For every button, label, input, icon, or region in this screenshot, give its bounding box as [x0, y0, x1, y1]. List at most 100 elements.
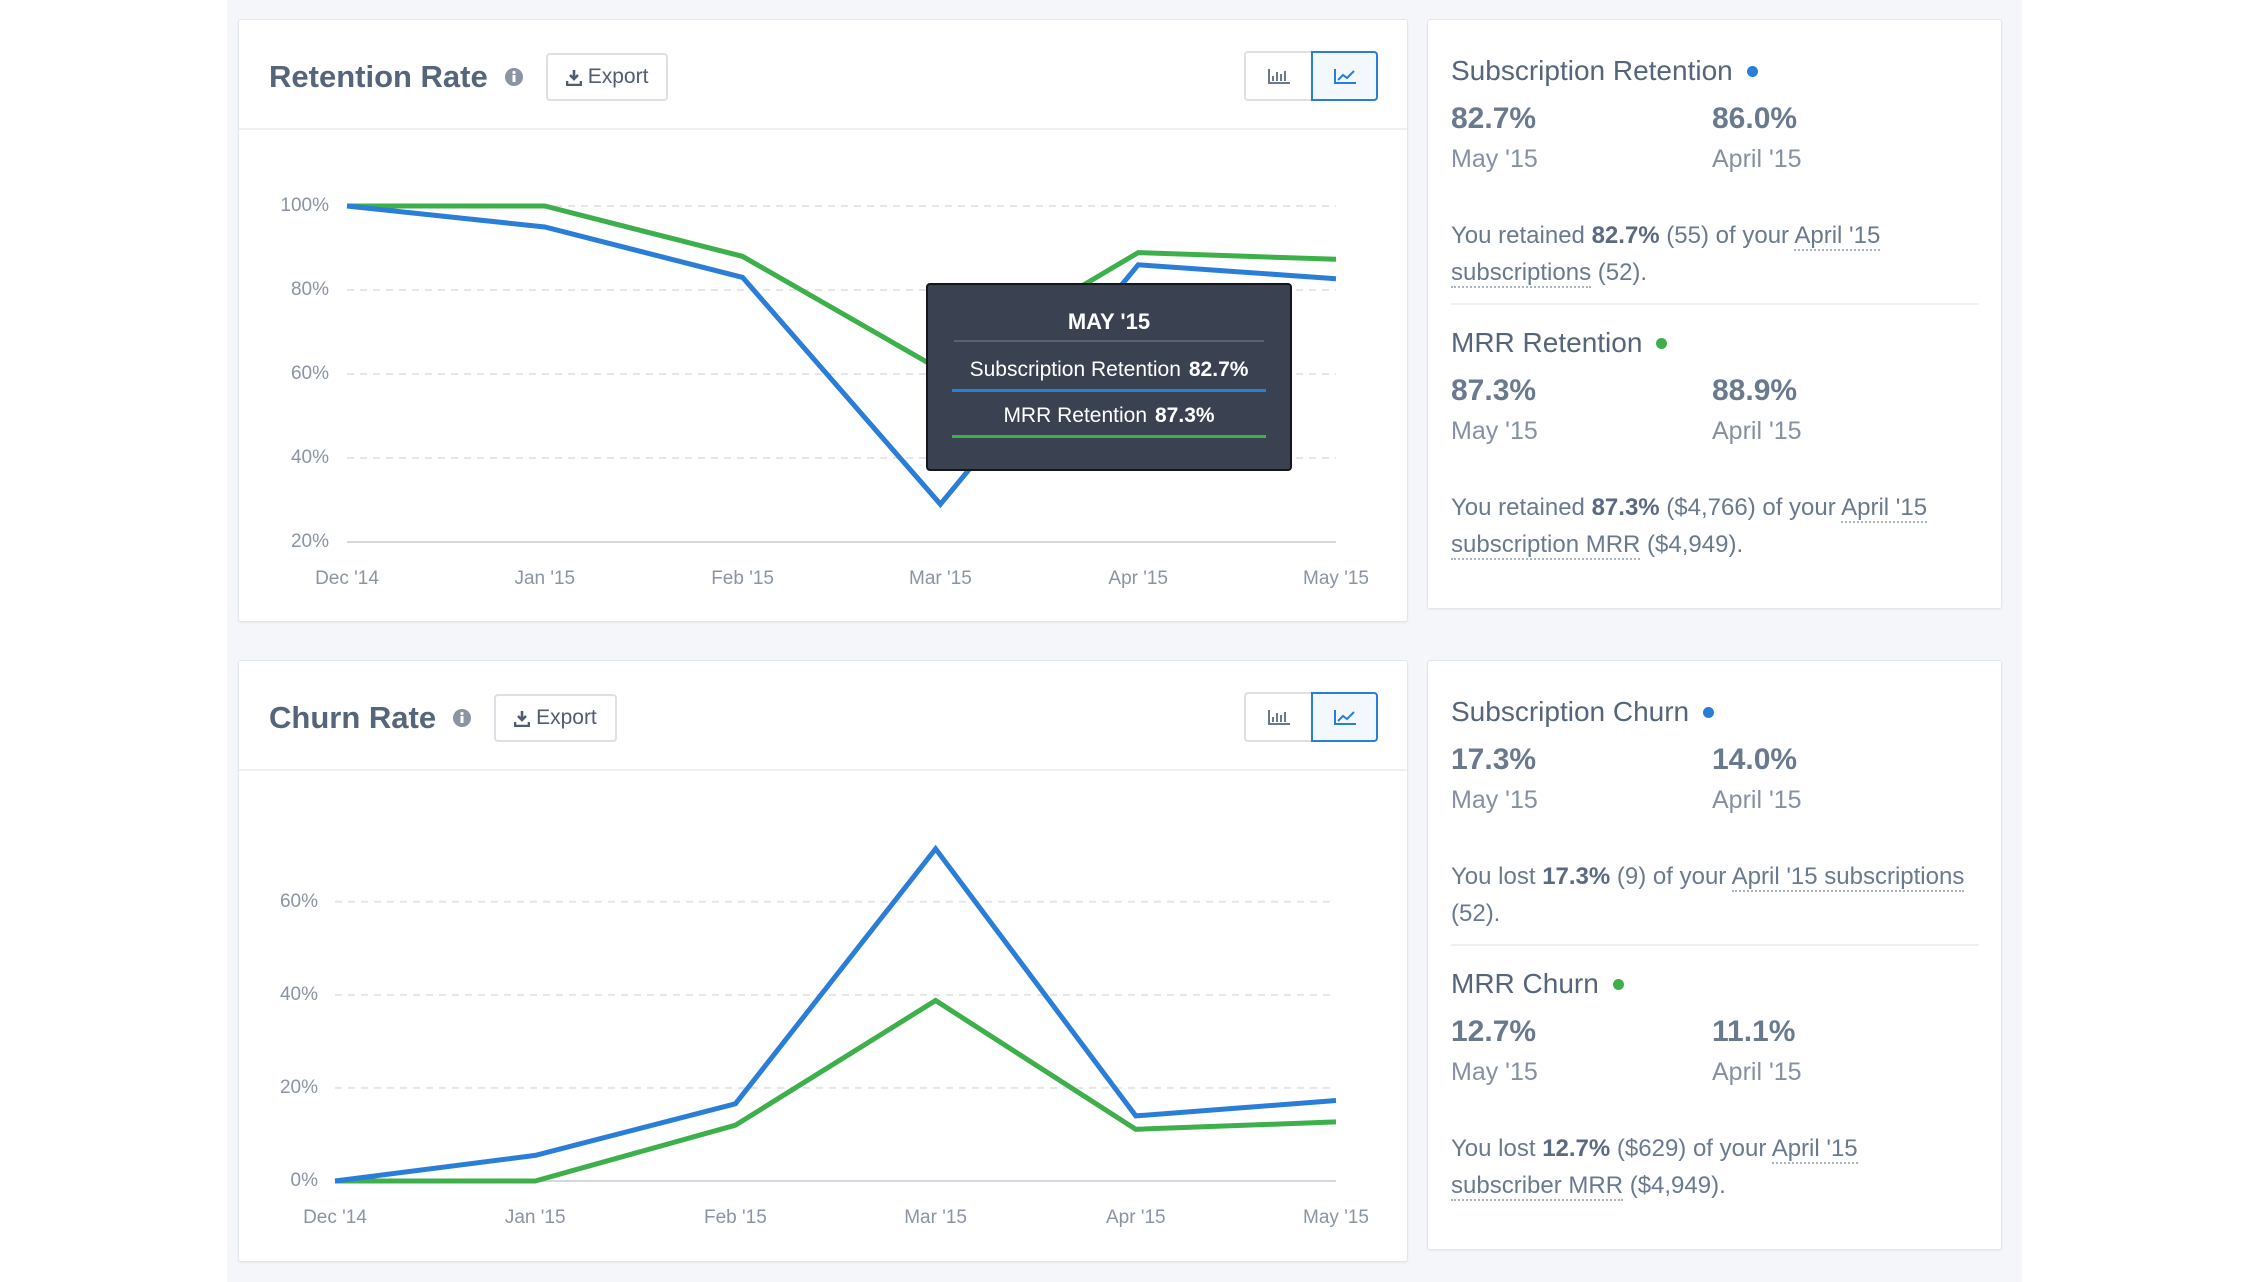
button-label: Export: [536, 706, 597, 729]
stat-period: April '15: [1712, 417, 1802, 445]
x-tick-label: Apr '15: [1106, 1207, 1166, 1228]
link: April '15 subscription MRR: [1451, 494, 1928, 560]
chart-title: Retention Rate: [269, 59, 488, 94]
text: 87.3%: [1591, 494, 1660, 521]
chart: 20% 40% 60% 80% 100% Dec '14 Jan '15 Feb '15 Mar…: [280, 195, 1369, 589]
text: (9) of your: [1610, 863, 1732, 890]
series-line: [334, 844, 1337, 1184]
tooltip-row: Subscription Retention 82.7%: [952, 358, 1266, 382]
x-tick-label: Mar '15: [909, 568, 972, 589]
view-toggle: [1244, 692, 1378, 742]
tooltip-swatch: [952, 435, 1266, 438]
stat-value: 82.7%: [1451, 102, 1537, 135]
stats-row: 82.7% May '15 86.0% April '15: [1451, 99, 1978, 175]
tooltip-value: 82.7%: [1188, 358, 1249, 381]
stat: 82.7% May '15: [1451, 99, 1712, 175]
x-tick-label: Feb '15: [704, 1207, 767, 1228]
summary-section: MRR Churn 12.7% May '15 11.1% April '15 You l…: [1451, 944, 1979, 1227]
chart-card: 0% 20% 40% 60% Dec '14 Jan '15 Feb '15 Mar '15 A…: [238, 660, 1408, 1262]
stat: 12.7% May '15: [1451, 1012, 1712, 1088]
stat-period: May '15: [1451, 786, 1538, 814]
stat: 86.0% April '15: [1712, 99, 1973, 175]
bar-view-button[interactable]: [1244, 51, 1311, 101]
section-title: Subscription Churn: [1451, 691, 1978, 733]
stats-row: 12.7% May '15 11.1% April '15: [1451, 1012, 1979, 1088]
info-icon[interactable]: [452, 708, 472, 728]
tooltip-divider: [954, 340, 1264, 342]
stat-value: 87.3%: [1451, 374, 1537, 407]
link: April '15 subscriptions: [1731, 863, 1965, 892]
text: 12.7%: [1542, 1135, 1611, 1162]
tooltip-row: MRR Retention 87.3%: [952, 404, 1266, 428]
description: You lost 17.3% (9) of your April '15 sub…: [1451, 858, 1971, 932]
stat-value: 11.1%: [1712, 1015, 1796, 1048]
stats-row: 17.3% May '15 14.0% April '15: [1451, 740, 1978, 816]
bar-view-button[interactable]: [1244, 692, 1311, 742]
y-tick-label: 80%: [291, 279, 329, 300]
chart-title: Churn Rate: [269, 700, 437, 735]
x-tick-label: Mar '15: [904, 1207, 967, 1228]
series-line: [347, 203, 1337, 373]
y-tick-label: 60%: [280, 891, 318, 912]
export-button[interactable]: Export: [494, 694, 617, 742]
chart: 0% 20% 40% 60% Dec '14 Jan '15 Feb '15 Mar '15 A…: [280, 844, 1369, 1228]
section-title: MRR Retention: [1451, 322, 1979, 364]
stat: 17.3% May '15: [1451, 740, 1712, 816]
text: 17.3%: [1542, 863, 1611, 890]
line-view-button[interactable]: [1311, 692, 1378, 742]
stat: 88.9% April '15: [1712, 371, 1973, 447]
text: (55) of your: [1659, 222, 1795, 249]
line-icon: [1333, 69, 1356, 84]
text: ($4,766) of your: [1659, 494, 1842, 521]
x-tick-label: Jan '15: [514, 568, 575, 589]
link: April '15 subscriber MRR: [1451, 1135, 1858, 1201]
section-title-text: Subscription Retention: [1451, 55, 1733, 86]
stat-value: 86.0%: [1712, 102, 1798, 135]
x-tick-label: Feb '15: [711, 568, 774, 589]
bar-icon: [1267, 69, 1290, 84]
x-tick-label: May '15: [1303, 568, 1369, 589]
series-line: [346, 203, 1337, 509]
download-icon: [514, 710, 531, 727]
x-tick-label: Apr '15: [1108, 568, 1168, 589]
stat-period: April '15: [1712, 1058, 1802, 1086]
section-title-text: Subscription Churn: [1451, 696, 1690, 727]
card-header: Churn Rate Export: [239, 661, 1407, 771]
line-view-button[interactable]: [1311, 51, 1378, 101]
series-line: [335, 997, 1337, 1184]
section-title: MRR Churn: [1451, 963, 1979, 1005]
text: (52).: [1451, 900, 1501, 927]
section-title: Subscription Retention: [1451, 50, 1978, 92]
bar-icon: [1267, 710, 1290, 725]
y-tick-label: 0%: [291, 1170, 319, 1191]
summary-card: Subscription Churn 17.3% May '15 14.0% April…: [1427, 660, 2002, 1250]
stat-value: 17.3%: [1451, 743, 1537, 776]
x-tick-label: May '15: [1303, 1207, 1369, 1228]
tooltip-title: MAY '15: [1067, 309, 1151, 334]
summary-section: Subscription Retention 82.7% May '15 86.0% A…: [1428, 20, 2001, 303]
link: April '15 subscriptions: [1451, 222, 1881, 288]
stat: 11.1% April '15: [1712, 1012, 1973, 1088]
stat-value: 14.0%: [1712, 743, 1798, 776]
tooltip-value: 87.3%: [1155, 404, 1215, 427]
export-button[interactable]: Export: [545, 53, 669, 101]
text: You retained: [1451, 222, 1592, 249]
card-header: Retention Rate Export: [239, 20, 1407, 130]
button-label: Export: [587, 65, 649, 88]
text: You retained: [1451, 494, 1592, 521]
title-group: Churn Rate Export: [269, 694, 617, 742]
x-tick-label: Dec '14: [303, 1207, 367, 1228]
text: ($629) of your: [1610, 1135, 1772, 1162]
text: (52).: [1591, 259, 1648, 286]
stat-value: 88.9%: [1712, 374, 1798, 407]
stat: 14.0% April '15: [1712, 740, 1973, 816]
legend-dot: [1703, 706, 1715, 718]
chart-card: 20% 40% 60% 80% 100% Dec '14 Jan '15 Feb '15 Mar…: [238, 19, 1408, 622]
y-tick-label: 40%: [280, 984, 318, 1005]
y-tick-label: 60%: [291, 363, 329, 384]
description: You lost 12.7% ($629) of your April '15 …: [1451, 1130, 1971, 1204]
view-toggle: [1244, 51, 1378, 101]
section-title-text: MRR Retention: [1451, 327, 1643, 358]
info-icon[interactable]: [504, 67, 524, 87]
